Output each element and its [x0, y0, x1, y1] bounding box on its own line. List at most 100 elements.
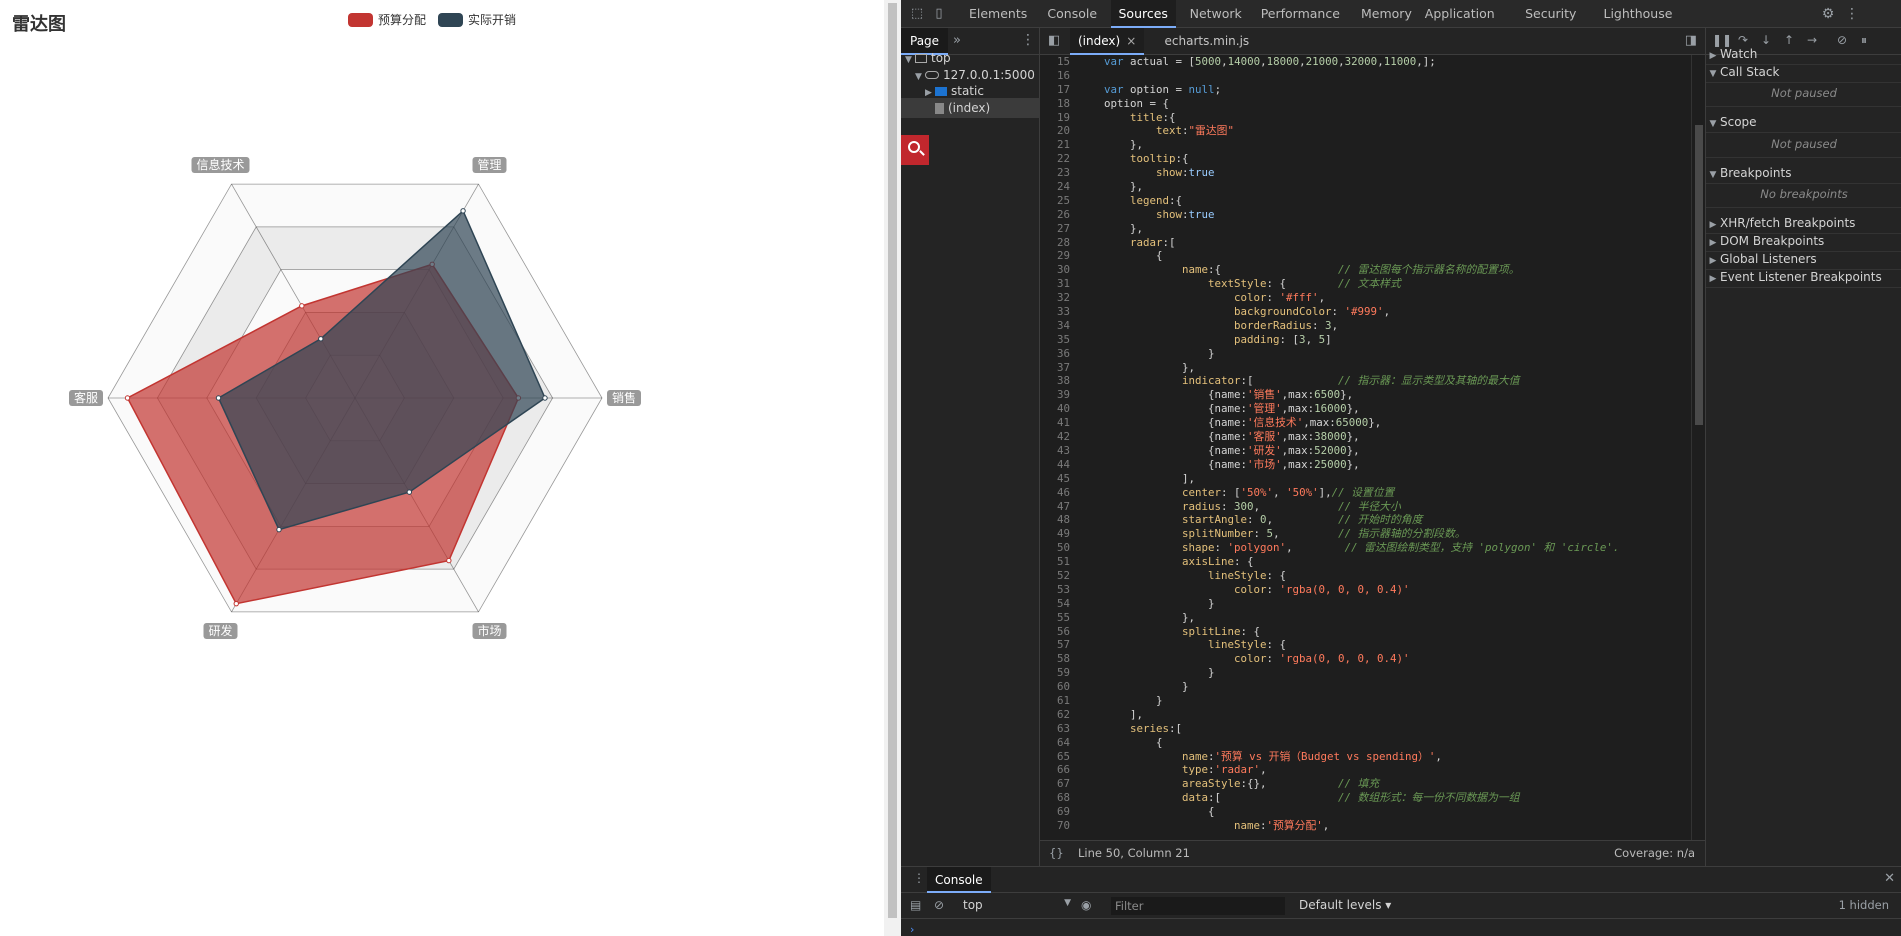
devtools-tab[interactable]: Sources	[1110, 0, 1176, 28]
line-number[interactable]: 41	[1056, 416, 1070, 430]
step-over-icon[interactable]: ↷	[1737, 33, 1749, 47]
line-number[interactable]: 68	[1056, 791, 1070, 805]
step-icon[interactable]: →	[1806, 33, 1818, 47]
devtools-tab[interactable]: Lighthouse	[1603, 6, 1673, 21]
drawer-tab-console[interactable]: Console	[927, 867, 991, 893]
line-number[interactable]: 51	[1056, 555, 1070, 569]
line-number[interactable]: 15	[1056, 55, 1070, 68]
line-number[interactable]: 46	[1056, 485, 1070, 499]
sidebar-section-header[interactable]: ▶ XHR/fetch Breakpoints	[1706, 212, 1901, 234]
drawer-menu-icon[interactable]: ⋮	[913, 871, 925, 885]
toggle-navigator-icon[interactable]: ◧	[1048, 33, 1061, 48]
line-number[interactable]: 60	[1056, 680, 1070, 694]
line-number[interactable]: 42	[1056, 430, 1070, 444]
line-number[interactable]: 19	[1056, 110, 1070, 124]
line-number[interactable]: 67	[1056, 777, 1070, 791]
sidebar-section-header[interactable]: ▶ DOM Breakpoints	[1706, 230, 1901, 252]
line-number[interactable]: 25	[1056, 193, 1070, 207]
line-number[interactable]: 48	[1056, 513, 1070, 527]
line-number[interactable]: 40	[1056, 402, 1070, 416]
tree-toggle-icon[interactable]: ▶	[925, 88, 932, 99]
line-number[interactable]: 55	[1056, 610, 1070, 624]
more-options-icon[interactable]: ⋮	[1845, 6, 1859, 22]
context-select[interactable]: top ▼	[963, 898, 1071, 912]
line-number[interactable]: 70	[1056, 818, 1070, 832]
line-number[interactable]: 27	[1056, 221, 1070, 235]
editor-scrollbar-thumb[interactable]	[1695, 125, 1703, 425]
devtools-tab[interactable]: Network	[1189, 6, 1242, 21]
search-sources-icon[interactable]	[901, 135, 929, 165]
line-number[interactable]: 45	[1056, 471, 1070, 485]
editor-scrollbar[interactable]	[1691, 55, 1705, 840]
line-number[interactable]: 63	[1056, 721, 1070, 735]
line-number[interactable]: 61	[1056, 693, 1070, 707]
line-number[interactable]: 24	[1056, 180, 1070, 194]
devtools-tab[interactable]: Console	[1047, 6, 1098, 21]
line-number[interactable]: 22	[1056, 152, 1070, 166]
step-into-icon[interactable]: ↓	[1760, 33, 1772, 47]
line-number[interactable]: 31	[1056, 277, 1070, 291]
console-filter-input[interactable]	[1111, 897, 1285, 915]
line-number[interactable]: 49	[1056, 527, 1070, 541]
line-number[interactable]: 62	[1056, 707, 1070, 721]
line-number[interactable]: 28	[1056, 235, 1070, 249]
line-number[interactable]: 38	[1056, 374, 1070, 388]
tree-item[interactable]: ▼ top	[901, 48, 1040, 68]
pause-icon[interactable]: ❚❚	[1712, 33, 1733, 47]
editor-tab[interactable]: echarts.min.js	[1157, 28, 1258, 55]
devtools-tab[interactable]: Application	[1424, 6, 1495, 21]
sidebar-section-header[interactable]: ▼ Call Stack	[1706, 61, 1901, 84]
close-tab-icon[interactable]: ×	[1126, 34, 1137, 48]
more-tabs-chevron-icon[interactable]: »	[953, 33, 961, 48]
line-number[interactable]: 54	[1056, 596, 1070, 610]
tree-toggle-icon[interactable]: ▼	[915, 71, 922, 82]
line-number[interactable]: 43	[1056, 443, 1070, 457]
live-expression-eye-icon[interactable]: ◉	[1081, 898, 1092, 912]
line-number[interactable]: 20	[1056, 124, 1070, 138]
devtools-tab[interactable]: Elements	[969, 6, 1028, 21]
line-number[interactable]: 30	[1056, 263, 1070, 277]
tree-item[interactable]: ▼ 127.0.0.1:5000	[901, 65, 1040, 85]
line-number[interactable]: 50	[1056, 541, 1070, 555]
line-number[interactable]: 53	[1056, 582, 1070, 596]
deactivate-breakpoints-icon[interactable]: ⊘	[1836, 33, 1848, 47]
tree-item[interactable]: ▶ static	[901, 81, 1040, 101]
toggle-debugger-icon[interactable]: ◨	[1684, 33, 1697, 48]
tree-toggle-icon[interactable]: ▼	[905, 55, 912, 65]
line-number[interactable]: 57	[1056, 638, 1070, 652]
line-number[interactable]: 64	[1056, 735, 1070, 749]
line-number[interactable]: 29	[1056, 249, 1070, 263]
devtools-tab[interactable]: Memory	[1361, 6, 1412, 21]
editor-tab[interactable]: (index) ×	[1070, 28, 1145, 55]
inspect-element-icon[interactable]: ⬚	[910, 6, 924, 21]
line-number[interactable]: 39	[1056, 388, 1070, 402]
line-number[interactable]: 26	[1056, 207, 1070, 221]
line-number[interactable]: 18	[1056, 96, 1070, 110]
line-number[interactable]: 33	[1056, 305, 1070, 319]
console-prompt-icon[interactable]: ›	[910, 923, 915, 936]
legend-item[interactable]: 实际开销	[438, 11, 516, 28]
sidebar-section-header[interactable]: ▶ Global Listeners	[1706, 248, 1901, 271]
tree-item[interactable]: (index)	[901, 98, 1040, 119]
line-number[interactable]: 36	[1056, 346, 1070, 360]
sidebar-section-header[interactable]: ▼ Breakpoints	[1706, 162, 1901, 184]
line-number[interactable]: 44	[1056, 457, 1070, 471]
line-number[interactable]: 21	[1056, 138, 1070, 152]
line-number[interactable]: 16	[1056, 68, 1070, 82]
devtools-tab[interactable]: Performance	[1260, 6, 1340, 21]
page-scrollbar[interactable]	[884, 0, 901, 936]
sidebar-section-header[interactable]: ▶ Event Listener Breakpoints	[1706, 266, 1901, 289]
console-sidebar-icon[interactable]: ▤	[910, 898, 922, 912]
line-number[interactable]: 58	[1056, 652, 1070, 666]
pause-on-exceptions-icon[interactable]: ⏸	[1860, 33, 1867, 47]
line-number[interactable]: 59	[1056, 666, 1070, 680]
navigator-menu-icon[interactable]: ⋮	[1021, 32, 1035, 48]
pretty-print-icon[interactable]: {}	[1049, 846, 1064, 860]
code-view[interactable]: 15 var actual = [5000,14000,18000,21000,…	[1040, 55, 1690, 840]
line-number[interactable]: 52	[1056, 568, 1070, 582]
line-number[interactable]: 47	[1056, 499, 1070, 513]
step-out-icon[interactable]: ↑	[1783, 33, 1795, 47]
line-number[interactable]: 17	[1056, 82, 1070, 96]
sidebar-section-header[interactable]: ▶ Watch	[1706, 43, 1901, 65]
clear-console-icon[interactable]: ⊘	[934, 898, 945, 912]
